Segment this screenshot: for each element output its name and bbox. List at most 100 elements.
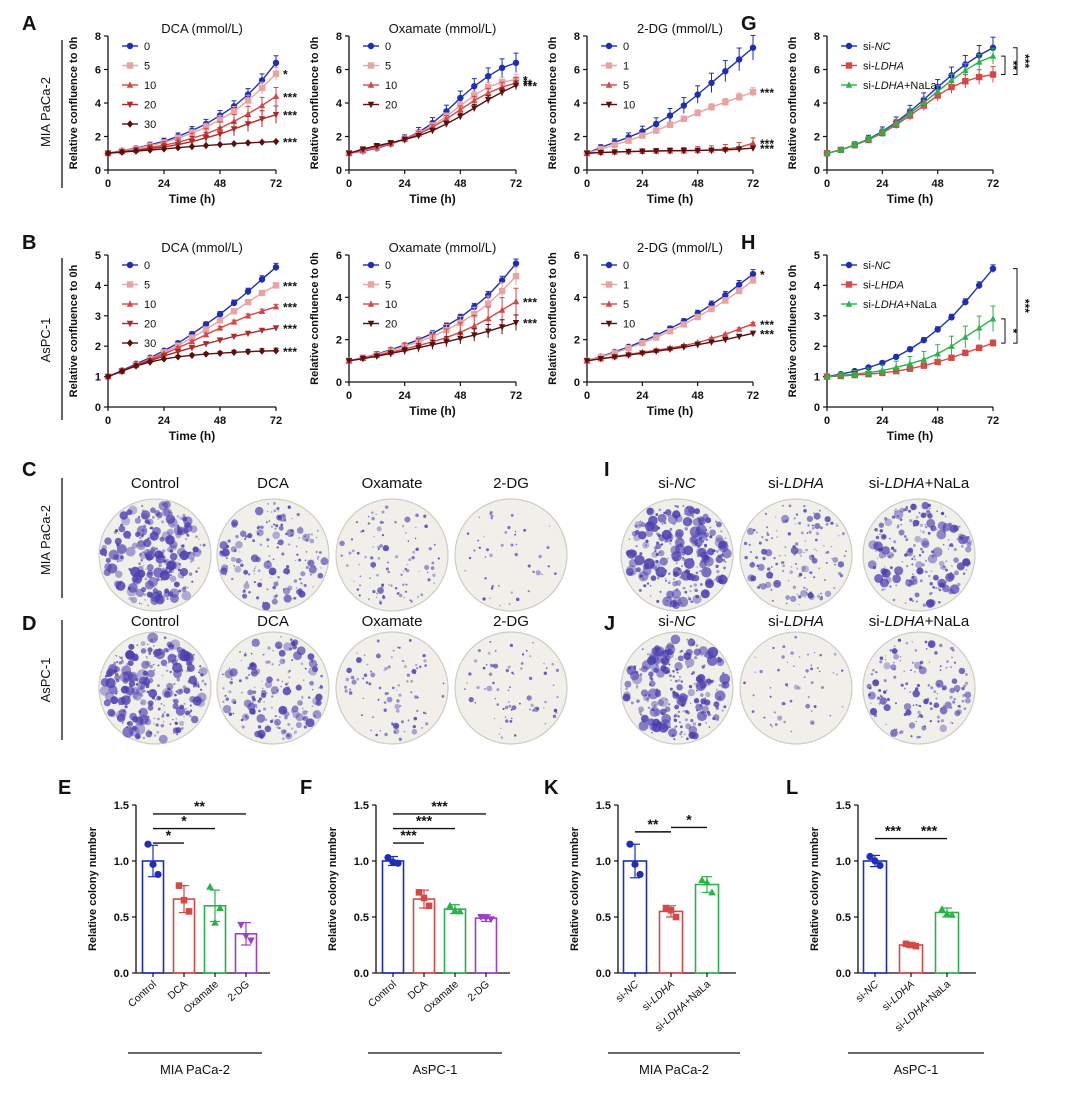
dish-I-1 — [739, 498, 853, 612]
colony — [929, 702, 933, 705]
colony — [235, 557, 242, 564]
colony — [296, 527, 304, 534]
label-part: +NaLa — [925, 613, 970, 630]
colony — [936, 692, 939, 695]
colony — [751, 710, 755, 713]
colony — [721, 709, 724, 712]
y-tick-label: 8 — [336, 31, 342, 43]
colony — [254, 506, 264, 516]
colony — [116, 661, 119, 664]
colony — [806, 515, 814, 523]
y-tick-label: 5 — [95, 250, 101, 262]
colony — [182, 513, 186, 517]
data-point — [146, 146, 154, 154]
colony — [627, 666, 632, 670]
colony — [340, 554, 343, 557]
colony — [686, 666, 689, 669]
colony — [351, 549, 355, 553]
colony — [774, 582, 777, 585]
colony — [250, 669, 259, 677]
colony — [274, 594, 278, 598]
colony — [229, 680, 234, 685]
colony — [798, 603, 800, 606]
colony — [910, 735, 913, 738]
chart-title: DCA (mmol/L) — [161, 21, 243, 36]
colony — [150, 703, 153, 706]
colony — [128, 537, 130, 540]
colony — [193, 653, 195, 656]
colony — [261, 601, 271, 611]
colony — [773, 711, 776, 714]
colony — [638, 720, 649, 731]
colony — [258, 733, 265, 739]
colony — [743, 681, 746, 685]
colony — [361, 529, 365, 533]
colony — [645, 529, 654, 537]
colony — [178, 559, 180, 561]
y-tick-label: 6 — [574, 65, 580, 77]
legend-label: 0 — [623, 41, 629, 53]
legend-marker — [367, 101, 375, 109]
colony — [189, 709, 193, 712]
colony — [885, 569, 888, 573]
x-tick-label: 0 — [105, 178, 111, 190]
colony — [910, 575, 918, 583]
colony — [468, 556, 472, 560]
colony — [504, 716, 507, 718]
colony — [825, 561, 828, 564]
colony — [798, 595, 802, 599]
label-part: Oxamate — [421, 978, 461, 1016]
colony — [794, 550, 798, 554]
colony — [266, 510, 269, 512]
colony — [192, 685, 195, 688]
y-tick-label: 0.5 — [836, 912, 851, 924]
colony — [657, 533, 661, 537]
colony — [698, 537, 703, 541]
colony — [935, 679, 944, 688]
colony — [173, 669, 182, 679]
data-point — [244, 139, 252, 147]
data-point — [484, 314, 492, 322]
significance-label: *** — [760, 327, 774, 341]
colony — [628, 538, 631, 540]
colony — [191, 580, 194, 583]
data-point — [484, 73, 492, 80]
colony — [958, 705, 962, 708]
data-point — [749, 139, 757, 146]
colony — [183, 687, 191, 694]
colony — [682, 504, 685, 507]
colony — [115, 580, 126, 592]
colony — [128, 643, 135, 650]
colony — [315, 699, 322, 706]
colony — [267, 565, 269, 568]
colony — [163, 507, 172, 517]
legend-label: si-NC — [863, 260, 891, 272]
colony — [715, 549, 719, 553]
data-point — [202, 141, 210, 150]
y-tick-label: 0 — [574, 377, 580, 389]
colony — [393, 730, 397, 734]
colony — [428, 547, 432, 551]
colony — [633, 665, 637, 669]
colony — [875, 671, 878, 674]
data-point — [749, 270, 757, 278]
colony — [668, 703, 671, 706]
colony — [813, 705, 817, 709]
colony — [269, 719, 274, 724]
colony — [170, 544, 177, 551]
colony — [641, 521, 643, 523]
legend-marker — [605, 42, 613, 50]
colony — [124, 705, 128, 709]
colony — [416, 709, 419, 713]
colony — [308, 666, 318, 676]
colony — [716, 658, 725, 667]
colony — [121, 722, 124, 724]
replicate-point — [943, 909, 951, 917]
colony — [703, 664, 706, 667]
colony — [262, 601, 265, 604]
significance-label: *** — [283, 345, 297, 359]
colony — [468, 696, 474, 703]
colony — [889, 585, 892, 588]
colony — [145, 684, 150, 689]
colony — [173, 698, 179, 705]
